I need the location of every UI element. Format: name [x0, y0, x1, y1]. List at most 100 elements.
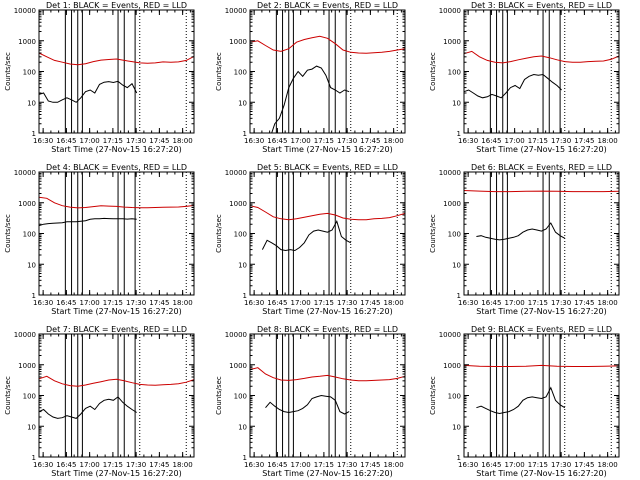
- x-tick-label: 16:45: [481, 299, 501, 307]
- plot-frame: [249, 333, 406, 458]
- x-tick-label: 17:00: [291, 299, 311, 307]
- series-events: [265, 394, 350, 415]
- x-tick-label: 18:00: [173, 299, 193, 307]
- x-tick-label: 16:30: [33, 137, 53, 145]
- x-tick-label: 17:15: [314, 461, 334, 469]
- detector-panel-4: Det 4: BLACK = Events, RED = LLD 1 10 100 10…: [4, 163, 195, 316]
- y-tick-label: 10: [27, 423, 36, 431]
- x-tick-label: 17:30: [337, 137, 357, 145]
- y-tick-label: 1000: [18, 362, 36, 370]
- series-events: [38, 217, 137, 227]
- panel-title: Det 9: BLACK = Events, RED = LLD: [471, 325, 612, 334]
- x-tick-label: 18:00: [384, 137, 404, 145]
- x-axis-label: Start Time (27-Nov-15 16:27:20): [476, 307, 606, 316]
- panel-title: Det 1: BLACK = Events, RED = LLD: [46, 1, 187, 10]
- series-events: [261, 220, 352, 252]
- x-tick-label: 16:30: [244, 461, 264, 469]
- y-tick-label: 1000: [229, 200, 247, 208]
- y-tick-label: 1: [457, 454, 461, 462]
- y-tick-label: 10000: [439, 7, 461, 15]
- y-tick-label: 10000: [225, 331, 247, 339]
- x-tick-label: 17:45: [574, 137, 594, 145]
- y-axis-label: Counts/sec: [4, 214, 12, 253]
- y-axis-label: Counts/sec: [429, 214, 437, 253]
- series-events: [476, 386, 566, 415]
- x-axis-label: Start Time (27-Nov-15 16:27:20): [51, 145, 181, 154]
- series-lld: [463, 364, 620, 367]
- y-tick-label: 1: [457, 130, 461, 138]
- y-axis-label: Counts/sec: [429, 376, 437, 415]
- y-tick-label: 10: [452, 261, 461, 269]
- x-tick-label: 17:15: [528, 461, 548, 469]
- y-axis-label: Counts/sec: [4, 376, 12, 415]
- x-axis-label: Start Time (27-Nov-15 16:27:20): [262, 469, 392, 478]
- x-tick-label: 16:30: [33, 299, 53, 307]
- x-tick-label: 16:30: [458, 299, 478, 307]
- plot-frame: [249, 9, 406, 134]
- y-tick-label: 1000: [18, 38, 36, 46]
- y-tick-label: 10000: [225, 169, 247, 177]
- y-axis-label: Counts/sec: [215, 52, 223, 91]
- x-tick-label: 17:30: [337, 461, 357, 469]
- y-tick-label: 1: [32, 292, 36, 300]
- x-tick-label: 16:30: [33, 461, 53, 469]
- x-tick-label: 17:15: [103, 299, 123, 307]
- panel-title: Det 5: BLACK = Events, RED = LLD: [257, 163, 398, 172]
- series-lld: [249, 367, 406, 382]
- x-tick-label: 17:45: [360, 137, 380, 145]
- detector-panel-1: Det 1: BLACK = Events, RED = LLD 1 10 100 10…: [4, 1, 195, 154]
- plot-frame: [38, 9, 195, 134]
- y-tick-label: 10: [27, 99, 36, 107]
- detector-panel-2: Det 2: BLACK = Events, RED = LLD 1 10 100 10…: [215, 1, 406, 154]
- y-tick-label: 1: [243, 292, 247, 300]
- x-tick-label: 16:30: [458, 461, 478, 469]
- x-tick-label: 16:45: [481, 461, 501, 469]
- y-tick-label: 1000: [443, 38, 461, 46]
- x-tick-label: 17:00: [505, 299, 525, 307]
- x-axis-label: Start Time (27-Nov-15 16:27:20): [262, 145, 392, 154]
- x-tick-label: 17:45: [149, 461, 169, 469]
- panel-title: Det 6: BLACK = Events, RED = LLD: [471, 163, 612, 172]
- x-tick-label: 17:45: [574, 299, 594, 307]
- panel-title: Det 7: BLACK = Events, RED = LLD: [46, 325, 187, 334]
- x-tick-label: 16:45: [267, 299, 287, 307]
- plot-frame: [463, 171, 620, 296]
- x-tick-label: 18:00: [384, 299, 404, 307]
- x-tick-label: 17:30: [337, 299, 357, 307]
- x-axis-label: Start Time (27-Nov-15 16:27:20): [51, 307, 181, 316]
- x-tick-label: 17:00: [505, 137, 525, 145]
- y-tick-label: 10: [238, 261, 247, 269]
- y-tick-label: 1000: [443, 362, 461, 370]
- series-events: [463, 73, 562, 99]
- y-tick-label: 100: [448, 393, 461, 401]
- y-tick-label: 1: [32, 454, 36, 462]
- x-tick-label: 17:15: [103, 137, 123, 145]
- detector-panel-9: Det 9: BLACK = Events, RED = LLD 1 10 100 10…: [429, 325, 620, 478]
- y-tick-label: 100: [23, 393, 36, 401]
- plot-frame: [38, 171, 195, 296]
- x-tick-label: 17:30: [551, 461, 571, 469]
- panel-title: Det 3: BLACK = Events, RED = LLD: [471, 1, 612, 10]
- series-lld: [38, 52, 195, 66]
- x-tick-label: 17:30: [126, 461, 146, 469]
- y-tick-label: 10000: [14, 169, 36, 177]
- x-tick-label: 17:00: [291, 461, 311, 469]
- panel-title: Det 8: BLACK = Events, RED = LLD: [257, 325, 398, 334]
- x-tick-label: 18:00: [598, 299, 618, 307]
- y-tick-label: 10000: [439, 331, 461, 339]
- series-lld: [38, 196, 195, 209]
- x-axis-label: Start Time (27-Nov-15 16:27:20): [476, 145, 606, 154]
- x-tick-label: 16:45: [267, 461, 287, 469]
- panel-title: Det 4: BLACK = Events, RED = LLD: [46, 163, 187, 172]
- x-tick-label: 17:45: [149, 299, 169, 307]
- y-tick-label: 1: [243, 130, 247, 138]
- series-lld: [249, 205, 406, 221]
- x-tick-label: 17:30: [126, 137, 146, 145]
- x-tick-label: 16:45: [56, 137, 76, 145]
- series-events: [38, 396, 137, 419]
- y-tick-label: 1: [243, 454, 247, 462]
- x-tick-label: 17:15: [528, 299, 548, 307]
- x-tick-label: 17:15: [314, 137, 334, 145]
- y-axis-label: Counts/sec: [215, 214, 223, 253]
- plot-frame: [249, 171, 406, 296]
